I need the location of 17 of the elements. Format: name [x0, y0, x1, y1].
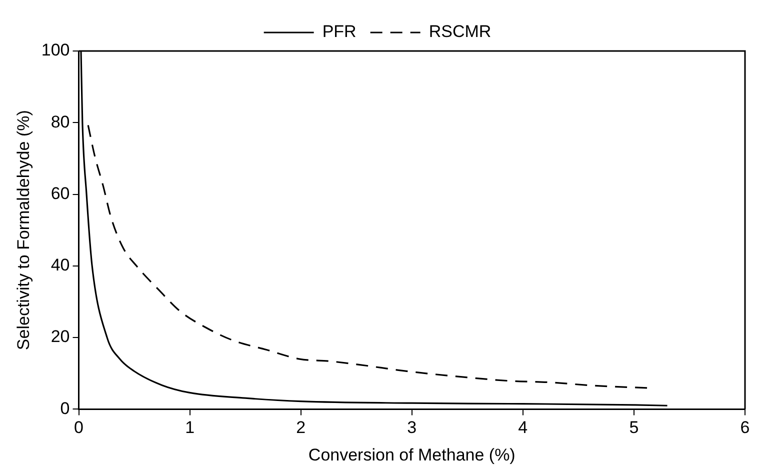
x-tick-label: 2 [296, 418, 306, 438]
x-tick-label: 3 [407, 418, 417, 438]
y-tick-label: 60 [50, 184, 70, 203]
x-tick-label: 0 [74, 418, 84, 438]
legend-label: RSCMR [428, 22, 492, 42]
x-tick-label: 6 [740, 418, 750, 438]
x-tick-label: 4 [518, 418, 528, 438]
x-axis-title: Conversion of Methane (%) [308, 445, 516, 464]
y-axis-title: Selectivity to Formaldehyde (%) [14, 110, 33, 350]
x-tick-label: 1 [185, 418, 195, 438]
y-tick-label: 40 [50, 256, 70, 275]
y-tick-label: 20 [50, 327, 70, 346]
x-tick-label: 5 [629, 418, 639, 438]
y-tick-label: 0 [60, 398, 70, 418]
y-tick-label: 100 [41, 40, 70, 60]
legend-label: PFR [322, 22, 356, 42]
y-tick-label: 80 [50, 112, 70, 132]
